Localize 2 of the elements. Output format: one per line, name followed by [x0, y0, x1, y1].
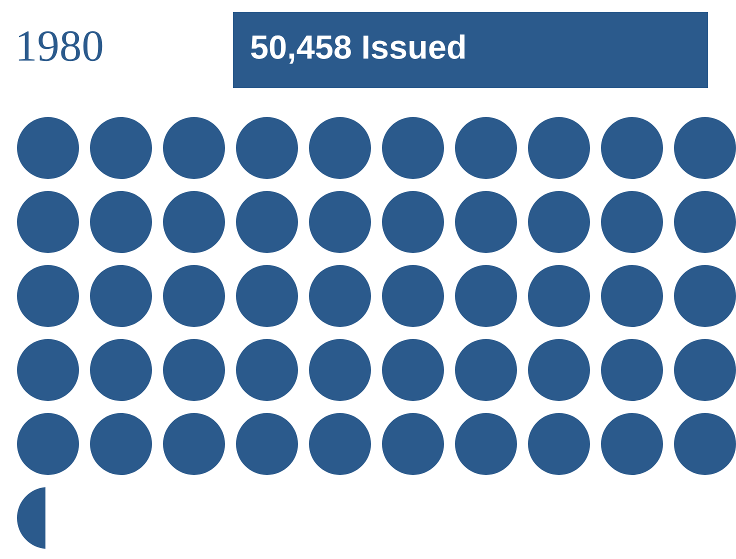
text: 1980 — [18, 31, 102, 62]
data-label: 50,458 Issued — [251, 34, 465, 64]
